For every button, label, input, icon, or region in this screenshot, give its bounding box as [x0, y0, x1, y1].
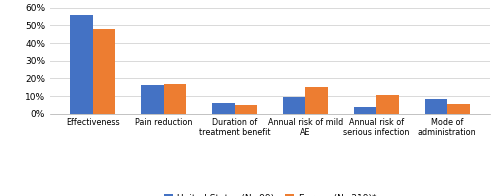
Bar	[141, 85, 164, 114]
Bar	[448, 104, 470, 114]
Legend: United States (N=99), Europe (N=219)*: United States (N=99), Europe (N=219)*	[160, 190, 380, 196]
Bar	[306, 87, 328, 114]
Bar	[424, 99, 448, 114]
Bar	[354, 107, 376, 114]
Bar	[212, 103, 234, 114]
Bar	[164, 84, 186, 114]
Bar	[234, 105, 257, 114]
Bar	[376, 95, 399, 114]
Bar	[283, 97, 306, 114]
Bar	[92, 29, 116, 114]
Bar	[70, 15, 92, 114]
